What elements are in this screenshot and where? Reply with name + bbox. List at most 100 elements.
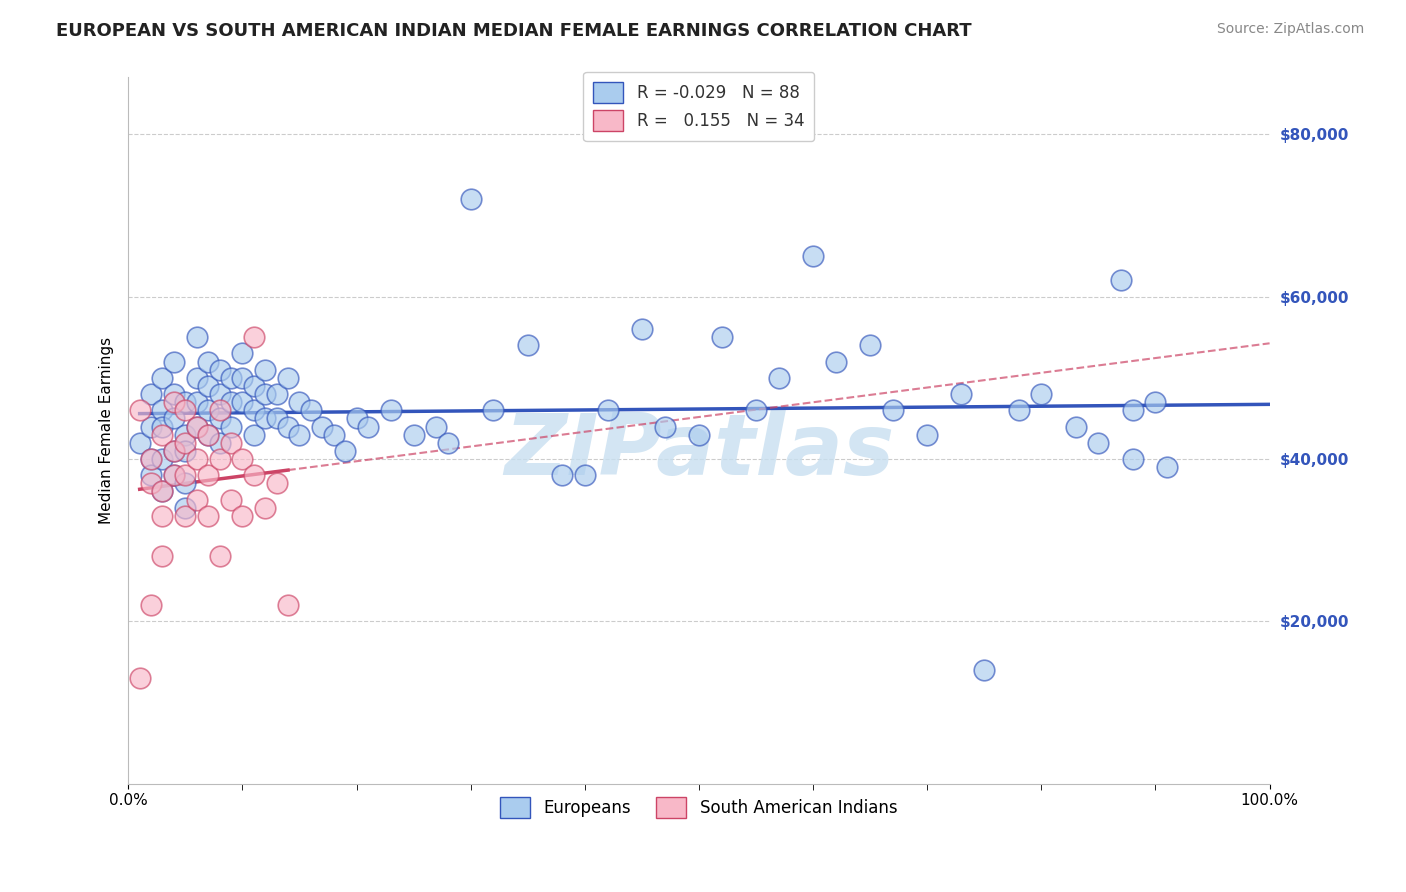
- Point: [346, 411, 368, 425]
- Point: [1144, 395, 1167, 409]
- Point: [174, 443, 197, 458]
- Point: [357, 419, 380, 434]
- Point: [128, 435, 150, 450]
- Point: [574, 468, 596, 483]
- Point: [254, 500, 277, 515]
- Point: [745, 403, 768, 417]
- Point: [208, 452, 231, 467]
- Point: [186, 492, 208, 507]
- Point: [299, 403, 322, 417]
- Point: [333, 443, 356, 458]
- Point: [551, 468, 574, 483]
- Point: [174, 508, 197, 523]
- Point: [128, 403, 150, 417]
- Point: [174, 476, 197, 491]
- Point: [163, 354, 186, 368]
- Point: [710, 330, 733, 344]
- Point: [139, 387, 162, 401]
- Point: [231, 452, 253, 467]
- Point: [208, 387, 231, 401]
- Point: [139, 598, 162, 612]
- Point: [219, 395, 242, 409]
- Point: [197, 427, 219, 442]
- Point: [139, 419, 162, 434]
- Point: [208, 549, 231, 564]
- Point: [243, 379, 266, 393]
- Point: [277, 371, 299, 385]
- Point: [139, 452, 162, 467]
- Point: [277, 419, 299, 434]
- Point: [163, 468, 186, 483]
- Point: [152, 403, 174, 417]
- Legend: Europeans, South American Indians: Europeans, South American Indians: [494, 790, 904, 825]
- Point: [163, 411, 186, 425]
- Point: [322, 427, 344, 442]
- Point: [139, 468, 162, 483]
- Point: [882, 403, 904, 417]
- Point: [219, 419, 242, 434]
- Point: [152, 427, 174, 442]
- Point: [197, 354, 219, 368]
- Point: [231, 346, 253, 360]
- Point: [174, 395, 197, 409]
- Point: [197, 427, 219, 442]
- Point: [186, 330, 208, 344]
- Point: [243, 468, 266, 483]
- Point: [801, 249, 824, 263]
- Point: [163, 395, 186, 409]
- Point: [1122, 452, 1144, 467]
- Point: [219, 492, 242, 507]
- Point: [231, 371, 253, 385]
- Point: [219, 435, 242, 450]
- Point: [654, 419, 676, 434]
- Point: [482, 403, 505, 417]
- Point: [208, 435, 231, 450]
- Point: [128, 671, 150, 685]
- Point: [768, 371, 790, 385]
- Point: [950, 387, 973, 401]
- Point: [1156, 460, 1178, 475]
- Point: [1109, 273, 1132, 287]
- Point: [460, 192, 482, 206]
- Point: [266, 476, 288, 491]
- Point: [152, 484, 174, 499]
- Point: [825, 354, 848, 368]
- Point: [163, 443, 186, 458]
- Y-axis label: Median Female Earnings: Median Female Earnings: [100, 337, 114, 524]
- Point: [266, 411, 288, 425]
- Point: [243, 403, 266, 417]
- Point: [152, 484, 174, 499]
- Point: [516, 338, 538, 352]
- Point: [197, 379, 219, 393]
- Point: [152, 452, 174, 467]
- Point: [631, 322, 654, 336]
- Point: [1007, 403, 1029, 417]
- Point: [1064, 419, 1087, 434]
- Point: [1031, 387, 1053, 401]
- Point: [186, 395, 208, 409]
- Point: [402, 427, 425, 442]
- Point: [139, 476, 162, 491]
- Point: [277, 598, 299, 612]
- Point: [243, 427, 266, 442]
- Point: [311, 419, 333, 434]
- Point: [973, 663, 995, 677]
- Point: [254, 387, 277, 401]
- Point: [254, 411, 277, 425]
- Point: [197, 403, 219, 417]
- Point: [437, 435, 460, 450]
- Point: [174, 427, 197, 442]
- Point: [174, 468, 197, 483]
- Point: [243, 330, 266, 344]
- Point: [231, 508, 253, 523]
- Point: [186, 452, 208, 467]
- Point: [915, 427, 938, 442]
- Text: ZIPatlas: ZIPatlas: [503, 410, 894, 493]
- Point: [231, 395, 253, 409]
- Point: [197, 468, 219, 483]
- Point: [219, 371, 242, 385]
- Point: [208, 403, 231, 417]
- Point: [208, 411, 231, 425]
- Point: [197, 508, 219, 523]
- Point: [596, 403, 619, 417]
